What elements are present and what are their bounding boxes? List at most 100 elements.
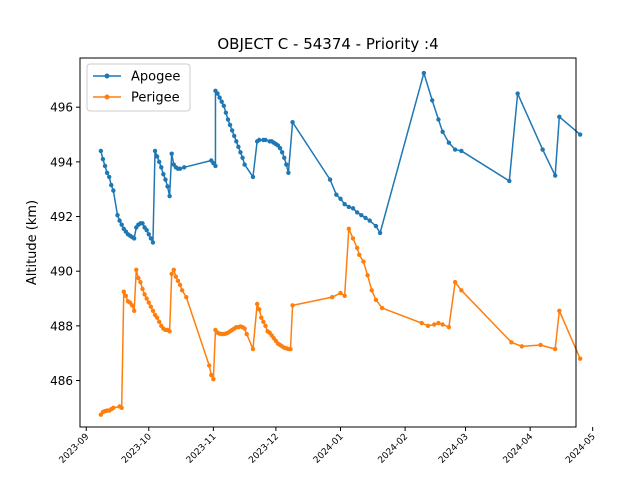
perigee-point bbox=[148, 304, 154, 309]
perigee-point bbox=[259, 315, 264, 320]
apogee-point bbox=[430, 98, 435, 103]
apogee-point bbox=[148, 236, 154, 241]
apogee-point bbox=[257, 137, 262, 143]
apogee-point bbox=[131, 236, 137, 241]
perigee-point bbox=[509, 340, 514, 345]
perigee-point bbox=[369, 288, 374, 293]
y-tick-label: 494 bbox=[50, 155, 73, 169]
apogee-point bbox=[242, 162, 247, 167]
perigee-point bbox=[373, 297, 379, 303]
apogee-point bbox=[327, 177, 333, 182]
perigee-point bbox=[338, 290, 343, 296]
perigee-point bbox=[342, 293, 347, 298]
perigee-point bbox=[131, 308, 137, 314]
perigee-point bbox=[552, 346, 558, 352]
perigee-point bbox=[261, 319, 266, 324]
perigee-point bbox=[167, 329, 172, 334]
apogee-point bbox=[250, 174, 256, 180]
perigee-point bbox=[138, 279, 143, 285]
perigee-point bbox=[136, 275, 141, 281]
y-axis-label: Altitude (km) bbox=[25, 200, 40, 285]
apogee-point bbox=[221, 103, 226, 109]
apogee-point bbox=[161, 171, 166, 177]
apogee-point bbox=[446, 140, 452, 145]
perigee-point bbox=[257, 307, 262, 312]
apogee-point bbox=[577, 132, 583, 137]
y-tick-label: 492 bbox=[50, 210, 73, 224]
legend-label-apogee: Apogee bbox=[131, 70, 180, 85]
perigee-point bbox=[171, 267, 176, 273]
perigee-point bbox=[211, 376, 216, 382]
perigee-point bbox=[290, 303, 295, 308]
apogee-point bbox=[440, 129, 445, 134]
perigee-point bbox=[209, 372, 214, 378]
apogee-point bbox=[263, 137, 268, 143]
apogee-point bbox=[225, 117, 231, 122]
apogee-point bbox=[346, 204, 352, 210]
apogee-point bbox=[117, 218, 122, 223]
apogee-point bbox=[165, 184, 170, 189]
apogee-point bbox=[507, 178, 512, 184]
apogee-point bbox=[240, 155, 245, 160]
perigee-point bbox=[242, 326, 247, 331]
apogee-series bbox=[98, 70, 583, 245]
apogee-point bbox=[98, 148, 104, 154]
apogee-point bbox=[234, 139, 239, 144]
apogee-point bbox=[154, 154, 160, 159]
perigee-point bbox=[361, 259, 366, 264]
perigee-point bbox=[142, 292, 147, 297]
perigee-point bbox=[123, 293, 129, 298]
apogee-point bbox=[159, 165, 164, 170]
apogee-point bbox=[350, 206, 356, 211]
perigee-point bbox=[350, 236, 356, 241]
perigee-point bbox=[154, 315, 160, 320]
y-tick-label: 488 bbox=[50, 319, 73, 333]
apogee-point bbox=[213, 163, 218, 169]
apogee-point bbox=[277, 146, 283, 151]
plot-lines bbox=[98, 70, 583, 417]
perigee-point bbox=[179, 288, 185, 293]
apogee-point bbox=[334, 192, 339, 197]
apogee-point bbox=[342, 202, 347, 207]
apogee-point bbox=[223, 110, 229, 115]
apogee-point bbox=[515, 91, 520, 96]
apogee-point bbox=[238, 150, 243, 155]
perigee-point bbox=[146, 300, 151, 305]
perigee-point bbox=[379, 305, 385, 311]
perigee-point bbox=[446, 325, 452, 330]
apogee-point bbox=[290, 120, 295, 125]
legend-marker-apogee bbox=[104, 73, 110, 79]
apogee-point bbox=[111, 188, 116, 193]
apogee-point bbox=[236, 144, 241, 150]
apogee-point bbox=[167, 193, 172, 199]
perigee-point bbox=[250, 346, 256, 352]
perigee-point bbox=[150, 308, 156, 314]
perigee-point bbox=[365, 273, 370, 278]
perigee-point bbox=[263, 323, 268, 329]
apogee-point bbox=[552, 173, 558, 178]
apogee-point bbox=[354, 210, 360, 215]
perigee-point bbox=[119, 405, 124, 411]
apogee-point bbox=[109, 182, 114, 188]
perigee-point bbox=[452, 279, 458, 285]
apogee-point bbox=[152, 148, 158, 154]
apogee-point bbox=[156, 159, 162, 165]
apogee-point bbox=[359, 212, 364, 218]
apogee-point bbox=[436, 117, 441, 122]
apogee-point bbox=[377, 230, 383, 236]
apogee-point bbox=[177, 166, 183, 171]
apogee-point bbox=[232, 133, 237, 139]
perigee-point bbox=[144, 296, 149, 301]
legend-marker-perigee bbox=[104, 94, 110, 100]
perigee-point bbox=[425, 323, 431, 329]
legend-item-apogee: Apogee bbox=[93, 70, 180, 85]
apogee-point bbox=[452, 147, 458, 152]
legend: Apogee Perigee bbox=[86, 63, 191, 112]
perigee-point bbox=[169, 271, 174, 277]
perigee-point bbox=[129, 303, 135, 308]
plot-frame bbox=[79, 57, 577, 428]
perigee-point bbox=[134, 267, 139, 273]
apogee-point bbox=[217, 95, 222, 100]
apogee-point bbox=[106, 174, 112, 180]
apogee-point bbox=[169, 151, 174, 156]
